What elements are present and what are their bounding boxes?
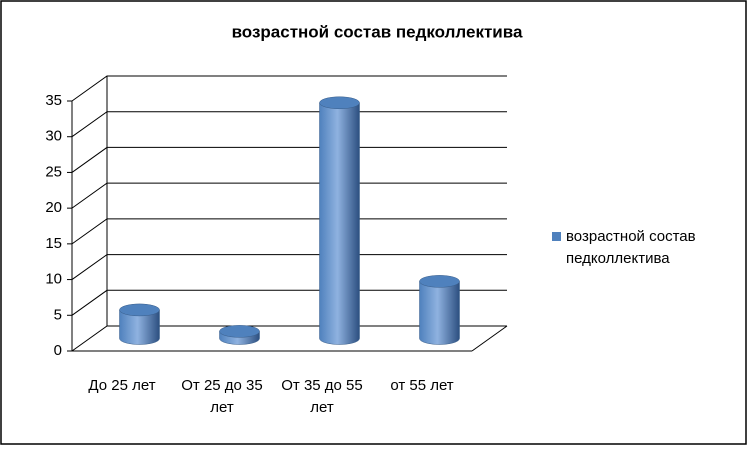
y-tick-label: 15 [45, 235, 62, 252]
bar [419, 281, 460, 345]
x-tick-label: От 25 до 35 лет [181, 377, 263, 416]
bar [119, 309, 160, 345]
grid-line [71, 146, 507, 173]
chart-title: возрастной состав педколлектива [232, 22, 523, 41]
frame [0, 0, 747, 445]
grid-line [71, 289, 507, 316]
y-tick-label: 25 [45, 163, 62, 180]
bar [319, 102, 360, 345]
y-tick-label: 10 [45, 271, 62, 288]
bar-top [219, 325, 260, 338]
x-tick-label: от 55 лет [390, 377, 454, 394]
bar-top [319, 96, 360, 110]
x-tick-label: От 35 до 55 лет [281, 377, 363, 416]
y-tick-label: 5 [54, 306, 62, 323]
y-tick-label: 30 [45, 128, 62, 145]
grid-line [71, 218, 507, 245]
grid-line [71, 111, 507, 138]
bar-top [119, 303, 160, 317]
grid-line [71, 75, 507, 102]
bar-top [419, 275, 460, 288]
y-tick-label: 20 [45, 199, 62, 216]
legend-swatch [552, 232, 561, 241]
y-tick-label: 35 [45, 92, 62, 109]
grid-line [71, 182, 507, 209]
legend-label: возрастной состав педколлектива [566, 228, 696, 267]
x-tick-label: До 25 лет [88, 377, 156, 394]
grid-line [71, 325, 507, 352]
y-tick-label: 0 [54, 342, 62, 359]
grid-line [71, 254, 507, 280]
floor-edge [471, 325, 508, 352]
